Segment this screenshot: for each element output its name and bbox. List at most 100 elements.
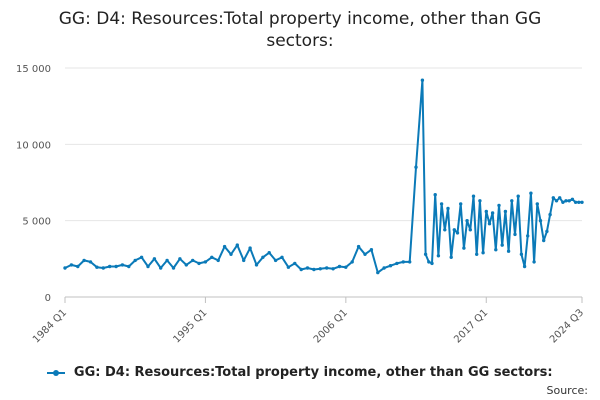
- legend-label: GG: D4: Resources:Total property income,…: [73, 365, 553, 380]
- data-point: [558, 196, 562, 200]
- y-axis: 0 5 000 10 000 15 000: [16, 64, 51, 304]
- x-tick-label: 1995 Q1: [171, 307, 209, 345]
- x-tick-label: 2024 Q3: [548, 307, 586, 345]
- data-point: [305, 266, 310, 270]
- data-point: [516, 194, 520, 198]
- data-point: [286, 265, 291, 269]
- data-point: [88, 260, 93, 264]
- data-point: [337, 264, 342, 269]
- data-point: [299, 267, 303, 272]
- data-point: [471, 194, 476, 198]
- data-point: [580, 200, 584, 204]
- data-point: [503, 209, 508, 214]
- data-point: [570, 197, 575, 201]
- data-point: [382, 266, 386, 270]
- data-point: [427, 260, 431, 264]
- data-point: [165, 258, 169, 263]
- data-point: [254, 263, 259, 267]
- data-point: [459, 202, 463, 206]
- data-point: [462, 246, 466, 250]
- data-point: [401, 260, 405, 264]
- x-axis: 1984 Q1 1995 Q1 2006 Q1 2017 Q1 2024 Q3: [31, 296, 586, 345]
- source-label: Source:: [546, 384, 589, 397]
- data-point: [63, 266, 67, 270]
- data-point: [554, 199, 559, 203]
- data-point: [184, 263, 188, 267]
- data-point: [500, 243, 504, 247]
- y-tick-label: 15 000: [16, 64, 51, 75]
- data-point: [433, 193, 437, 197]
- data-point: [497, 203, 501, 208]
- data-point: [395, 261, 399, 266]
- x-tick-label: 1984 Q1: [31, 307, 69, 345]
- data-point: [388, 264, 393, 268]
- data-point: [95, 265, 99, 269]
- data-point: [436, 254, 441, 258]
- data-point: [538, 219, 543, 223]
- x-tick-label: 2006 Q1: [312, 307, 350, 345]
- data-point: [139, 255, 144, 259]
- series-layer: [63, 78, 584, 275]
- data-point: [510, 199, 514, 203]
- data-point: [293, 261, 297, 266]
- data-point: [216, 258, 220, 263]
- y-tick-label: 5 000: [22, 217, 51, 228]
- data-point: [535, 202, 539, 206]
- data-point: [487, 222, 492, 226]
- data-point: [171, 266, 176, 270]
- legend[interactable]: GG: D4: Resources:Total property income,…: [0, 365, 600, 380]
- data-point: [273, 258, 278, 263]
- y-tick-label: 10 000: [16, 140, 51, 151]
- y-tick-label: 0: [45, 293, 51, 304]
- data-point: [478, 199, 482, 203]
- chart-title-line-2: sectors:: [266, 31, 334, 51]
- data-point: [545, 229, 549, 234]
- data-point: [344, 265, 348, 269]
- data-point: [446, 206, 450, 211]
- data-point: [522, 264, 527, 269]
- data-point: [267, 251, 271, 255]
- data-point: [420, 78, 425, 82]
- data-point: [506, 249, 511, 253]
- data-point: [69, 263, 74, 267]
- data-point: [178, 257, 182, 261]
- data-point: [127, 264, 131, 269]
- data-point: [331, 267, 335, 271]
- series-line: [64, 79, 582, 274]
- data-point: [248, 246, 252, 250]
- data-point: [465, 219, 469, 223]
- data-point: [439, 202, 444, 206]
- data-point: [133, 258, 137, 263]
- data-point: [369, 248, 374, 252]
- data-point: [455, 231, 460, 235]
- data-point: [577, 200, 581, 204]
- data-point: [551, 196, 555, 200]
- data-point: [82, 258, 86, 263]
- data-point: [564, 199, 568, 203]
- data-point: [325, 266, 329, 270]
- data-point: [152, 257, 157, 261]
- data-point: [120, 263, 125, 267]
- data-point: [408, 260, 412, 264]
- data-point: [449, 255, 453, 259]
- data-point: [363, 252, 367, 256]
- data-point: [235, 243, 239, 247]
- data-point: [481, 251, 485, 255]
- data-point: [468, 228, 472, 232]
- data-point: [423, 252, 428, 256]
- data-point: [222, 244, 227, 249]
- data-point: [159, 266, 163, 270]
- data-point: [548, 212, 552, 217]
- legend-swatch-icon: [47, 368, 66, 378]
- data-point: [101, 266, 106, 270]
- data-point: [242, 258, 246, 263]
- data-point: [229, 252, 233, 256]
- data-point: [280, 255, 284, 259]
- data-point: [146, 264, 150, 269]
- data-point: [452, 228, 456, 232]
- chart-title-line-1: GG: D4: Resources:Total property income,…: [58, 9, 542, 29]
- data-point: [494, 248, 498, 252]
- data-point: [490, 211, 495, 215]
- data-point: [76, 264, 80, 269]
- chart-title: GG: D4: Resources:Total property income,…: [0, 8, 600, 52]
